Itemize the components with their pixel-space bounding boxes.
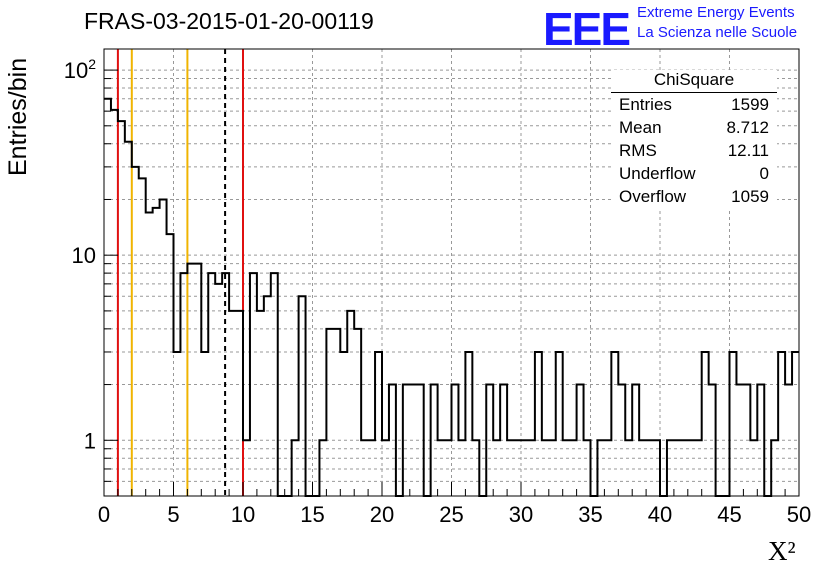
stats-label: Entries bbox=[619, 95, 672, 114]
stats-value: 1059 bbox=[731, 187, 769, 206]
x-tick-label: 10 bbox=[231, 502, 255, 527]
stats-label: RMS bbox=[619, 141, 657, 160]
logo-line-2: La Scienza nelle Scuole bbox=[637, 24, 798, 41]
stats-title: ChiSquare bbox=[611, 70, 777, 93]
y-axis-label: Entries/bin bbox=[4, 57, 32, 176]
x-tick-label: 35 bbox=[578, 502, 602, 527]
x-tick-label: 50 bbox=[787, 502, 811, 527]
stats-row: Mean 8.712 bbox=[611, 116, 777, 139]
stats-row: RMS 12.11 bbox=[611, 139, 777, 162]
stats-label: Underflow bbox=[619, 164, 696, 183]
x-tick-label: 25 bbox=[439, 502, 463, 527]
stats-box: ChiSquare Entries 1599 Mean 8.712 RMS 12… bbox=[611, 70, 777, 208]
x-tick-label: 15 bbox=[300, 502, 324, 527]
x-tick-label: 5 bbox=[167, 502, 179, 527]
logo-line-1: Extreme Energy Events bbox=[637, 4, 795, 21]
x-axis-label: X² bbox=[768, 536, 796, 566]
x-tick-label: 20 bbox=[370, 502, 394, 527]
stats-label: Mean bbox=[619, 118, 662, 137]
y-tick-label: 10 bbox=[72, 243, 96, 268]
stats-value: 8.712 bbox=[726, 118, 769, 137]
x-tick-label: 30 bbox=[509, 502, 533, 527]
stats-row: Entries 1599 bbox=[611, 93, 777, 116]
x-tick-label: 45 bbox=[717, 502, 741, 527]
stats-row: Overflow 1059 bbox=[611, 185, 777, 208]
stats-label: Overflow bbox=[619, 187, 687, 206]
y-tick-label: 1 bbox=[84, 428, 96, 453]
axes: 0 5 10 15 20 25 30 35 40 45 50 1 10 102 bbox=[64, 56, 812, 527]
eee-logo: EEE bbox=[543, 3, 631, 55]
histogram-series bbox=[104, 97, 799, 497]
x-tick-label: 40 bbox=[648, 502, 672, 527]
stats-row: Underflow 0 bbox=[611, 162, 777, 185]
stats-value: 0 bbox=[759, 164, 769, 183]
stats-value: 1599 bbox=[731, 95, 769, 114]
x-tick-label: 0 bbox=[98, 502, 110, 527]
y-tick-label: 102 bbox=[64, 56, 96, 83]
stats-value: 12.11 bbox=[727, 141, 769, 160]
chart-title: FRAS-03-2015-01-20-00119 bbox=[84, 8, 374, 34]
